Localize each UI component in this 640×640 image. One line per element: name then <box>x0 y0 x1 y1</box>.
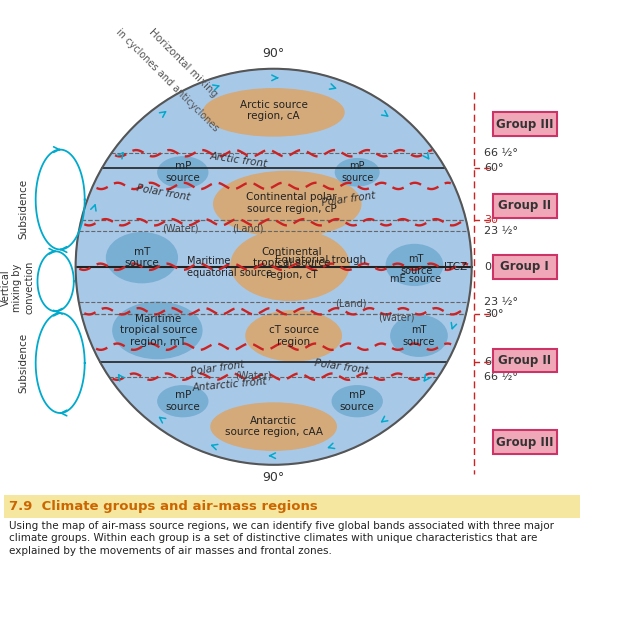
Text: 7.9  Climate groups and air-mass regions: 7.9 Climate groups and air-mass regions <box>10 500 318 513</box>
Text: 0°: 0° <box>484 262 497 272</box>
Text: Group II: Group II <box>498 354 551 367</box>
Text: Group II: Group II <box>498 200 551 212</box>
Text: Subsidence: Subsidence <box>19 179 29 239</box>
Ellipse shape <box>246 311 341 361</box>
Text: mE source: mE source <box>390 273 441 284</box>
FancyBboxPatch shape <box>4 495 580 518</box>
Text: mP
source: mP source <box>165 390 200 412</box>
Text: in cyclones and anticyclones: in cyclones and anticyclones <box>114 28 221 134</box>
Text: mT
source: mT source <box>403 325 435 347</box>
FancyBboxPatch shape <box>493 194 557 218</box>
FancyBboxPatch shape <box>493 430 557 454</box>
Text: 23 ½°: 23 ½° <box>484 227 518 236</box>
Text: Using the map of air-mass source regions, we can identify five global bands asso: Using the map of air-mass source regions… <box>10 520 554 531</box>
Text: Group III: Group III <box>496 436 554 449</box>
Text: Maritime
tropical source
region, mT: Maritime tropical source region, mT <box>120 314 197 347</box>
Text: Group I: Group I <box>500 260 549 273</box>
Text: 90°: 90° <box>262 47 285 60</box>
Text: climate groups. Within each group is a set of distinctive climates with unique c: climate groups. Within each group is a s… <box>10 533 538 543</box>
Text: Horizontal mixing: Horizontal mixing <box>147 27 219 99</box>
Text: Continental polar
source region, cP: Continental polar source region, cP <box>246 193 337 214</box>
Text: 66 ½°: 66 ½° <box>484 148 518 158</box>
Text: 30°: 30° <box>484 214 504 225</box>
Ellipse shape <box>204 89 344 136</box>
Text: 23 ½°: 23 ½° <box>484 297 518 307</box>
Text: Maritime
equatorial source: Maritime equatorial source <box>188 256 273 278</box>
Text: (Land): (Land) <box>335 298 367 308</box>
Text: Polar front: Polar front <box>321 191 376 208</box>
Ellipse shape <box>106 233 177 283</box>
Text: Antarctic
source region, cAA: Antarctic source region, cAA <box>225 416 323 437</box>
Text: (Water): (Water) <box>162 223 198 234</box>
Ellipse shape <box>211 403 336 451</box>
Ellipse shape <box>214 172 361 237</box>
Ellipse shape <box>113 302 202 358</box>
Text: Vertical
mixing by
convection: Vertical mixing by convection <box>1 261 34 314</box>
Text: ITCZ: ITCZ <box>444 262 467 272</box>
Ellipse shape <box>387 244 443 285</box>
Text: mP
source: mP source <box>165 161 200 183</box>
FancyBboxPatch shape <box>493 113 557 136</box>
Ellipse shape <box>158 157 208 188</box>
Ellipse shape <box>231 230 349 300</box>
Text: (Land): (Land) <box>232 223 264 234</box>
FancyBboxPatch shape <box>493 349 557 372</box>
Text: mT
source: mT source <box>400 254 433 276</box>
Text: 60°: 60° <box>484 163 504 173</box>
Text: mP
source: mP source <box>340 390 374 412</box>
Ellipse shape <box>335 159 379 186</box>
Text: Subsidence: Subsidence <box>19 333 29 393</box>
Ellipse shape <box>332 386 382 417</box>
Text: (Water): (Water) <box>236 371 272 381</box>
Text: cT source
region: cT source region <box>269 325 319 347</box>
Text: mP
source: mP source <box>341 161 373 183</box>
Text: explained by the movements of air masses and frontal zones.: explained by the movements of air masses… <box>10 546 332 556</box>
Circle shape <box>76 68 472 465</box>
Text: Polar front: Polar front <box>314 358 369 376</box>
Text: Group III: Group III <box>496 118 554 131</box>
Ellipse shape <box>158 386 208 417</box>
Text: Arctic source
region, cA: Arctic source region, cA <box>240 100 308 122</box>
Ellipse shape <box>391 316 447 356</box>
Text: Arctic front: Arctic front <box>210 150 269 168</box>
FancyBboxPatch shape <box>493 255 557 278</box>
Text: (Water): (Water) <box>378 312 415 323</box>
Text: 90°: 90° <box>262 471 285 484</box>
Text: 30°: 30° <box>484 309 504 319</box>
Text: 60°: 60° <box>484 357 504 367</box>
Text: Polar front: Polar front <box>189 360 245 377</box>
Text: Equatorial trough: Equatorial trough <box>275 255 367 266</box>
Text: Antarctic front: Antarctic front <box>192 376 268 393</box>
Text: mT
source: mT source <box>125 247 159 269</box>
Text: Polar front: Polar front <box>135 182 191 202</box>
Text: 66 ½°: 66 ½° <box>484 372 518 381</box>
Text: Continental
tropical source
region, cT: Continental tropical source region, cT <box>253 246 330 280</box>
